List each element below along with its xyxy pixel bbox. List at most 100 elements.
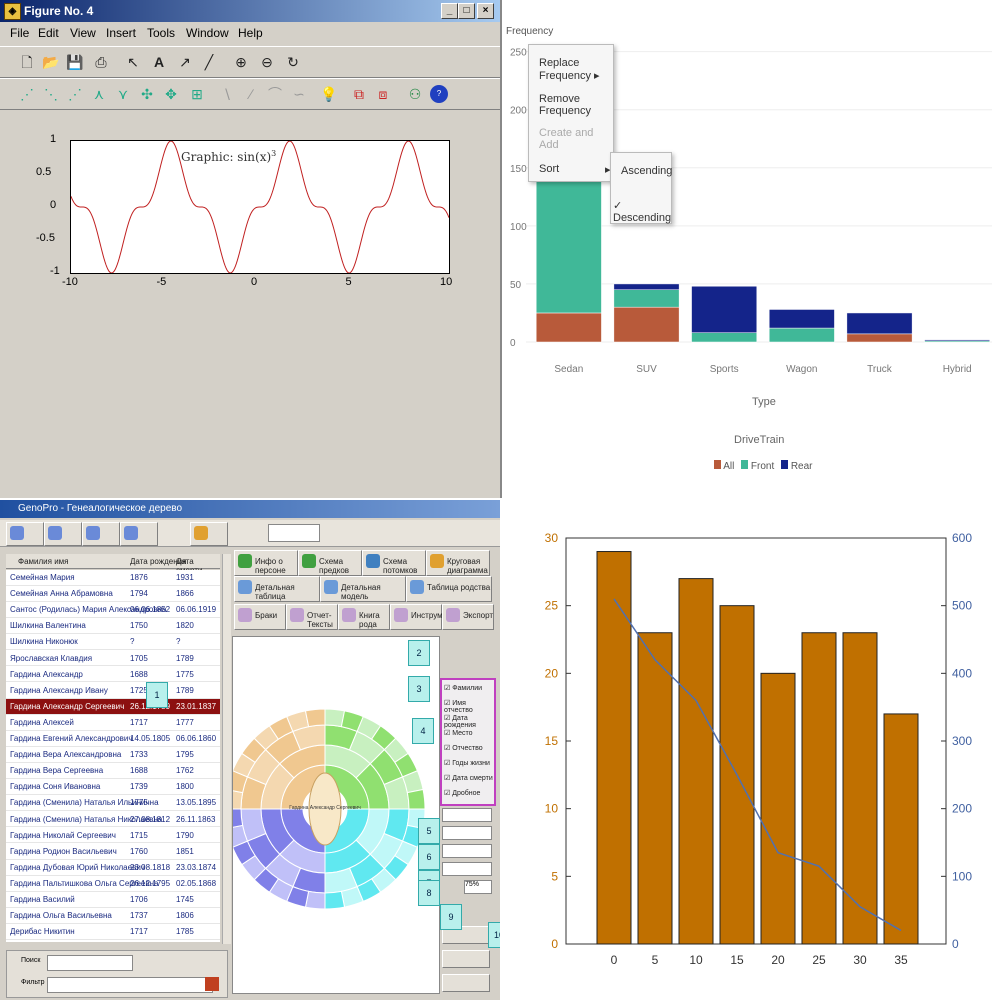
table-row[interactable]: Гардина Вера Сергеевна 1688 1762 bbox=[6, 763, 220, 780]
search-input[interactable] bbox=[47, 955, 133, 971]
arrow-icon[interactable]: ↖ bbox=[127, 54, 139, 70]
curve-icon[interactable]: ∕ bbox=[249, 86, 253, 102]
table-row[interactable]: Гардина (Сменила) Наталья Николаевна 27.0… bbox=[6, 811, 220, 828]
tab-view[interactable]: Экспорт bbox=[442, 604, 494, 630]
tab-view[interactable]: Круговая диаграмма bbox=[426, 550, 490, 576]
toolbar-button[interactable] bbox=[82, 522, 120, 546]
toolbar-button[interactable] bbox=[190, 522, 228, 546]
curve-icon[interactable]: ∖ bbox=[222, 86, 232, 102]
table-row[interactable]: Гардина Николай Сергеевич 1715 1790 bbox=[6, 827, 220, 844]
toolbar-button[interactable] bbox=[44, 522, 82, 546]
option-checkbox[interactable]: ☑ Дата смерти bbox=[444, 775, 493, 782]
datatip-icon[interactable]: ✥ bbox=[165, 86, 177, 102]
datatip-icon[interactable]: ⋰ bbox=[68, 86, 82, 102]
print-icon[interactable]: ⎙ bbox=[95, 54, 107, 70]
datatip-icon[interactable]: ⊞ bbox=[191, 86, 203, 102]
tab-view[interactable]: Книга рода bbox=[338, 604, 390, 630]
col-birth[interactable]: Дата рождения bbox=[130, 557, 187, 566]
tab-view[interactable]: Инструменты bbox=[390, 604, 461, 630]
bar-segment[interactable] bbox=[691, 285, 758, 333]
option-checkbox[interactable]: ☑ Дата рождения bbox=[444, 715, 476, 729]
camera-icon[interactable]: ⧈ bbox=[378, 86, 388, 102]
option-checkbox[interactable]: ☑ Дробное bbox=[444, 790, 481, 797]
table-row[interactable]: Гардина Алексей 1717 1777 bbox=[6, 714, 220, 731]
tab-view[interactable]: Детальная модель bbox=[320, 576, 406, 602]
fan-center[interactable] bbox=[308, 772, 342, 846]
table-row[interactable]: Дерибас Никитин 1717 1785 bbox=[6, 924, 220, 941]
zoom-select[interactable]: 75% bbox=[464, 880, 492, 894]
fan-segment[interactable] bbox=[406, 788, 426, 810]
menu-help[interactable]: Help bbox=[238, 26, 263, 40]
table-row[interactable]: Сантос (Родилась) Мария Александровна 06.… bbox=[6, 602, 220, 619]
save-icon[interactable]: 💾 bbox=[66, 54, 84, 70]
fan-chart-canvas[interactable]: Гардина Александр Сергеевич bbox=[232, 636, 440, 994]
table-row[interactable]: Гардина Ольга Васильевна 1737 1806 bbox=[6, 908, 220, 924]
option-checkbox[interactable]: ☑ Фамилии bbox=[444, 685, 483, 692]
rotate-icon[interactable]: ↻ bbox=[287, 54, 299, 70]
bar[interactable] bbox=[596, 551, 632, 945]
plot-axes[interactable]: Graphic: sin(x)3 bbox=[70, 140, 450, 274]
menu-file[interactable]: File bbox=[10, 26, 30, 40]
bar[interactable] bbox=[842, 632, 878, 945]
line-icon[interactable]: ╱ bbox=[204, 54, 214, 70]
print-button[interactable] bbox=[442, 950, 490, 968]
bar[interactable] bbox=[883, 713, 919, 945]
filter-input[interactable] bbox=[47, 977, 213, 993]
zoom-out-icon[interactable]: ⊖ bbox=[261, 54, 273, 70]
bar-segment[interactable] bbox=[535, 173, 602, 314]
open-icon[interactable]: 📂 bbox=[42, 54, 60, 70]
filter-button[interactable] bbox=[205, 977, 219, 991]
help-icon[interactable]: ? bbox=[430, 85, 448, 103]
bar[interactable] bbox=[760, 672, 796, 945]
new-icon[interactable]: 🗋 bbox=[21, 54, 33, 70]
tab-view[interactable]: Детальная таблица bbox=[234, 576, 320, 602]
fan-segment[interactable] bbox=[233, 808, 244, 829]
save-button[interactable] bbox=[442, 974, 490, 992]
table-row[interactable]: Гардина Пальтишкова Ольга Сергеевна 26.12… bbox=[6, 875, 220, 892]
bar[interactable] bbox=[801, 632, 837, 945]
bar-segment[interactable] bbox=[613, 306, 680, 343]
datatip-icon[interactable]: ⋰ bbox=[20, 86, 34, 102]
table-row[interactable]: Гардина (Сменила) Наталья Ильинична 1775 1… bbox=[6, 795, 220, 812]
option-checkbox[interactable]: ☑ Отчество bbox=[444, 745, 483, 752]
toolbar-button[interactable] bbox=[6, 522, 44, 546]
menu-remove-frequency[interactable]: Remove Frequency bbox=[539, 93, 591, 117]
bar-segment[interactable] bbox=[613, 289, 680, 308]
option-select[interactable] bbox=[442, 844, 492, 858]
person-icon[interactable]: ⚇ bbox=[408, 86, 422, 102]
bar-segment[interactable] bbox=[924, 339, 991, 342]
bar-segment[interactable] bbox=[768, 327, 835, 343]
bar-segment[interactable] bbox=[613, 283, 680, 290]
table-row[interactable]: Гардина Дубовая Юрий Николаевич 23.08.181… bbox=[6, 859, 220, 876]
menu-tools[interactable]: Tools bbox=[147, 26, 176, 40]
bar-segment[interactable] bbox=[535, 312, 602, 343]
option-select[interactable] bbox=[442, 808, 492, 822]
close-button[interactable]: × bbox=[477, 3, 494, 19]
camera-icon[interactable]: ⧉ bbox=[354, 86, 364, 102]
option-checkbox[interactable]: ☑ Имя отчество bbox=[444, 700, 473, 714]
zoom-in-icon[interactable]: ⊕ bbox=[235, 54, 247, 70]
table-row[interactable]: Гардина Родион Васильевич 1760 1851 bbox=[6, 843, 220, 860]
tab-view[interactable]: Схема потомков bbox=[362, 550, 426, 576]
menu-window[interactable]: Window bbox=[186, 26, 229, 40]
table-row[interactable]: Гардина Александр Сергеевич26.12.175923.… bbox=[6, 698, 220, 715]
table-row[interactable]: Гардина Вера Александровна 1733 1795 bbox=[6, 747, 220, 763]
fan-segment[interactable] bbox=[324, 890, 346, 910]
table-row[interactable]: Гардина Василий 1706 1745 bbox=[6, 892, 220, 908]
tab-view[interactable]: Инфо о персоне bbox=[234, 550, 298, 576]
table-row[interactable]: Шилкина Никонюк?? bbox=[6, 634, 220, 651]
bulb-icon[interactable]: 💡 bbox=[320, 86, 338, 102]
table-row[interactable]: Семейная Мария 1876 1931 bbox=[6, 570, 220, 586]
tab-view[interactable]: Схема предков bbox=[298, 550, 362, 576]
table-scrollbar[interactable] bbox=[222, 554, 231, 944]
menu-edit[interactable]: Edit bbox=[38, 26, 59, 40]
bar[interactable] bbox=[637, 632, 673, 945]
table-row[interactable]: Гардина Александр 1688 1775 bbox=[6, 666, 220, 683]
datatip-icon[interactable]: ⋎ bbox=[117, 86, 129, 102]
maximize-button[interactable]: □ bbox=[458, 3, 475, 19]
option-checkbox[interactable]: ☑ Место bbox=[444, 730, 473, 737]
menu-replace-frequency[interactable]: Replace Frequency ▸ bbox=[539, 57, 600, 82]
arrow-line-icon[interactable]: ↗ bbox=[179, 54, 191, 70]
option-select[interactable] bbox=[442, 862, 492, 876]
bar-segment[interactable] bbox=[846, 312, 913, 335]
